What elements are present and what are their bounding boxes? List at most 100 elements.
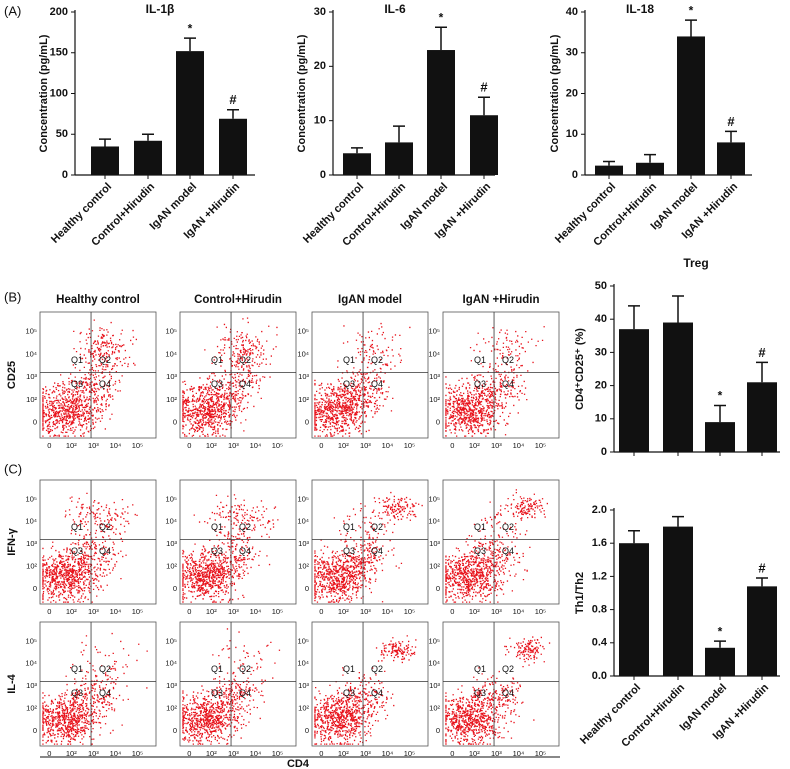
bar [636, 162, 664, 175]
bar [705, 422, 735, 452]
flow-y-tick-label: 10⁵ [26, 636, 37, 645]
y-axis-label: CD4⁺CD25⁺ (%) [574, 328, 586, 410]
flow-y-tick-label: 10⁴ [297, 659, 309, 668]
y-tick-label: 0 [62, 169, 68, 181]
significance-mark: # [727, 114, 735, 129]
flow-x-tick-label: 10⁴ [250, 749, 262, 758]
flow-x-tick-label: 10⁴ [382, 607, 394, 616]
panel-label: (A) [4, 3, 21, 18]
flow-y-tick-label: 10⁴ [25, 349, 37, 358]
quadrant-label: Q1 [211, 664, 223, 674]
flow-dots [42, 319, 137, 437]
flow-plot-frame [39, 311, 157, 439]
quadrant-label: Q2 [502, 664, 514, 674]
bar [677, 36, 705, 176]
flow-x-tick-label: 0 [47, 749, 51, 758]
y-tick-label: 2.0 [592, 504, 607, 516]
flow-x-tick-label: 0 [187, 607, 191, 616]
y-tick-label: 30 [595, 346, 607, 358]
flow-y-tick-label: 0 [305, 418, 309, 427]
flow-x-tick-label: 10² [206, 749, 217, 758]
flow-plot-frame [442, 479, 560, 605]
flow-y-tick-label: 10³ [429, 372, 440, 381]
flow-y-tick-label: 10⁵ [298, 636, 309, 645]
quadrant-label: Q1 [343, 664, 355, 674]
y-axis-label: Concentration (pg/mL) [296, 34, 308, 152]
flow-y-tick-label: 10⁵ [298, 327, 309, 336]
flow-x-tick-label: 10² [338, 749, 349, 758]
y-tick-label: 30 [566, 47, 578, 59]
flow-dots [182, 317, 278, 437]
y-tick-label: 1.6 [592, 537, 607, 549]
flow-y-tick-label: 0 [173, 418, 177, 427]
flow-y-tick-label: 10³ [26, 372, 37, 381]
flow-y-tick-label: 10⁴ [428, 659, 440, 668]
flow-y-tick-label: 10⁴ [297, 349, 309, 358]
flow-y-tick-label: 0 [436, 418, 440, 427]
flow-dots [314, 635, 417, 745]
bar [619, 329, 649, 452]
flow-x-tick-label: 10³ [360, 441, 371, 450]
flow-x-tick-label: 10⁵ [404, 607, 415, 616]
flow-row-label: IFN-γ [6, 527, 18, 555]
flow-y-tick-label: 10⁵ [166, 494, 177, 503]
quadrant-label: Q2 [99, 522, 111, 532]
flow-y-tick-label: 0 [305, 584, 309, 593]
flow-x-tick-label: 10⁴ [513, 607, 525, 616]
quadrant-label: Q4 [371, 546, 383, 556]
flow-x-tick-label: 10³ [491, 749, 502, 758]
flow-column-header: Control+Hirudin [194, 294, 282, 306]
quadrant-label: Q1 [211, 522, 223, 532]
flow-dots [314, 322, 411, 437]
flow-y-tick-label: 10⁵ [429, 636, 440, 645]
flow-dots [445, 636, 551, 745]
error-bar [672, 515, 684, 527]
flow-plot-frame [179, 479, 297, 605]
y-tick-label: 10 [595, 413, 607, 425]
quadrant-label: Q3 [474, 546, 486, 556]
significance-mark: * [718, 624, 723, 638]
quadrant-label: Q1 [474, 664, 486, 674]
flow-x-tick-label: 10³ [228, 607, 239, 616]
flow-y-tick-label: 10³ [166, 681, 177, 690]
flow-x-tick-label: 10⁵ [132, 607, 143, 616]
flow-y-tick-label: 10² [298, 395, 309, 404]
flow-x-tick-label: 10³ [88, 749, 99, 758]
flow-plot-frame [39, 479, 157, 605]
flow-x-tick-label: 10⁴ [513, 749, 525, 758]
flow-dots [314, 491, 423, 603]
flow-x-tick-label: 0 [187, 441, 191, 450]
flow-x-tick-label: 10⁴ [250, 607, 262, 616]
y-tick-label: 20 [566, 87, 578, 99]
flow-x-tick-label: 10² [206, 607, 217, 616]
quadrant-label: Q2 [371, 355, 383, 365]
flow-y-tick-label: 10² [166, 395, 177, 404]
y-tick-label: 50 [595, 280, 607, 292]
flow-y-tick-label: 10² [429, 395, 440, 404]
flow-y-tick-label: 0 [33, 726, 37, 735]
flow-y-tick-label: 10³ [429, 539, 440, 548]
quadrant-label: Q1 [71, 664, 83, 674]
flow-x-tick-label: 10³ [491, 441, 502, 450]
flow-y-tick-label: 10⁵ [298, 494, 309, 503]
y-tick-label: 40 [566, 6, 578, 18]
y-tick-label: 30 [314, 6, 326, 18]
flow-x-tick-label: 10⁴ [513, 441, 525, 450]
flow-y-tick-label: 10³ [298, 681, 309, 690]
flow-column-header: IgAN +Hirudin [463, 294, 540, 306]
bar [219, 118, 247, 175]
quadrant-label: Q3 [474, 379, 486, 389]
bar [717, 142, 745, 175]
error-bar [351, 147, 363, 154]
bar [343, 153, 371, 175]
flow-plot-frame [311, 311, 429, 439]
bar [427, 50, 455, 175]
error-bar [672, 295, 684, 323]
flow-plot-frame [39, 621, 157, 747]
bar [663, 526, 693, 676]
quadrant-label: Q2 [239, 355, 251, 365]
quadrant-label: Q2 [371, 664, 383, 674]
y-tick-label: 0.4 [592, 637, 608, 649]
flow-x-tick-label: 10³ [228, 749, 239, 758]
flow-x-tick-label: 10³ [88, 607, 99, 616]
